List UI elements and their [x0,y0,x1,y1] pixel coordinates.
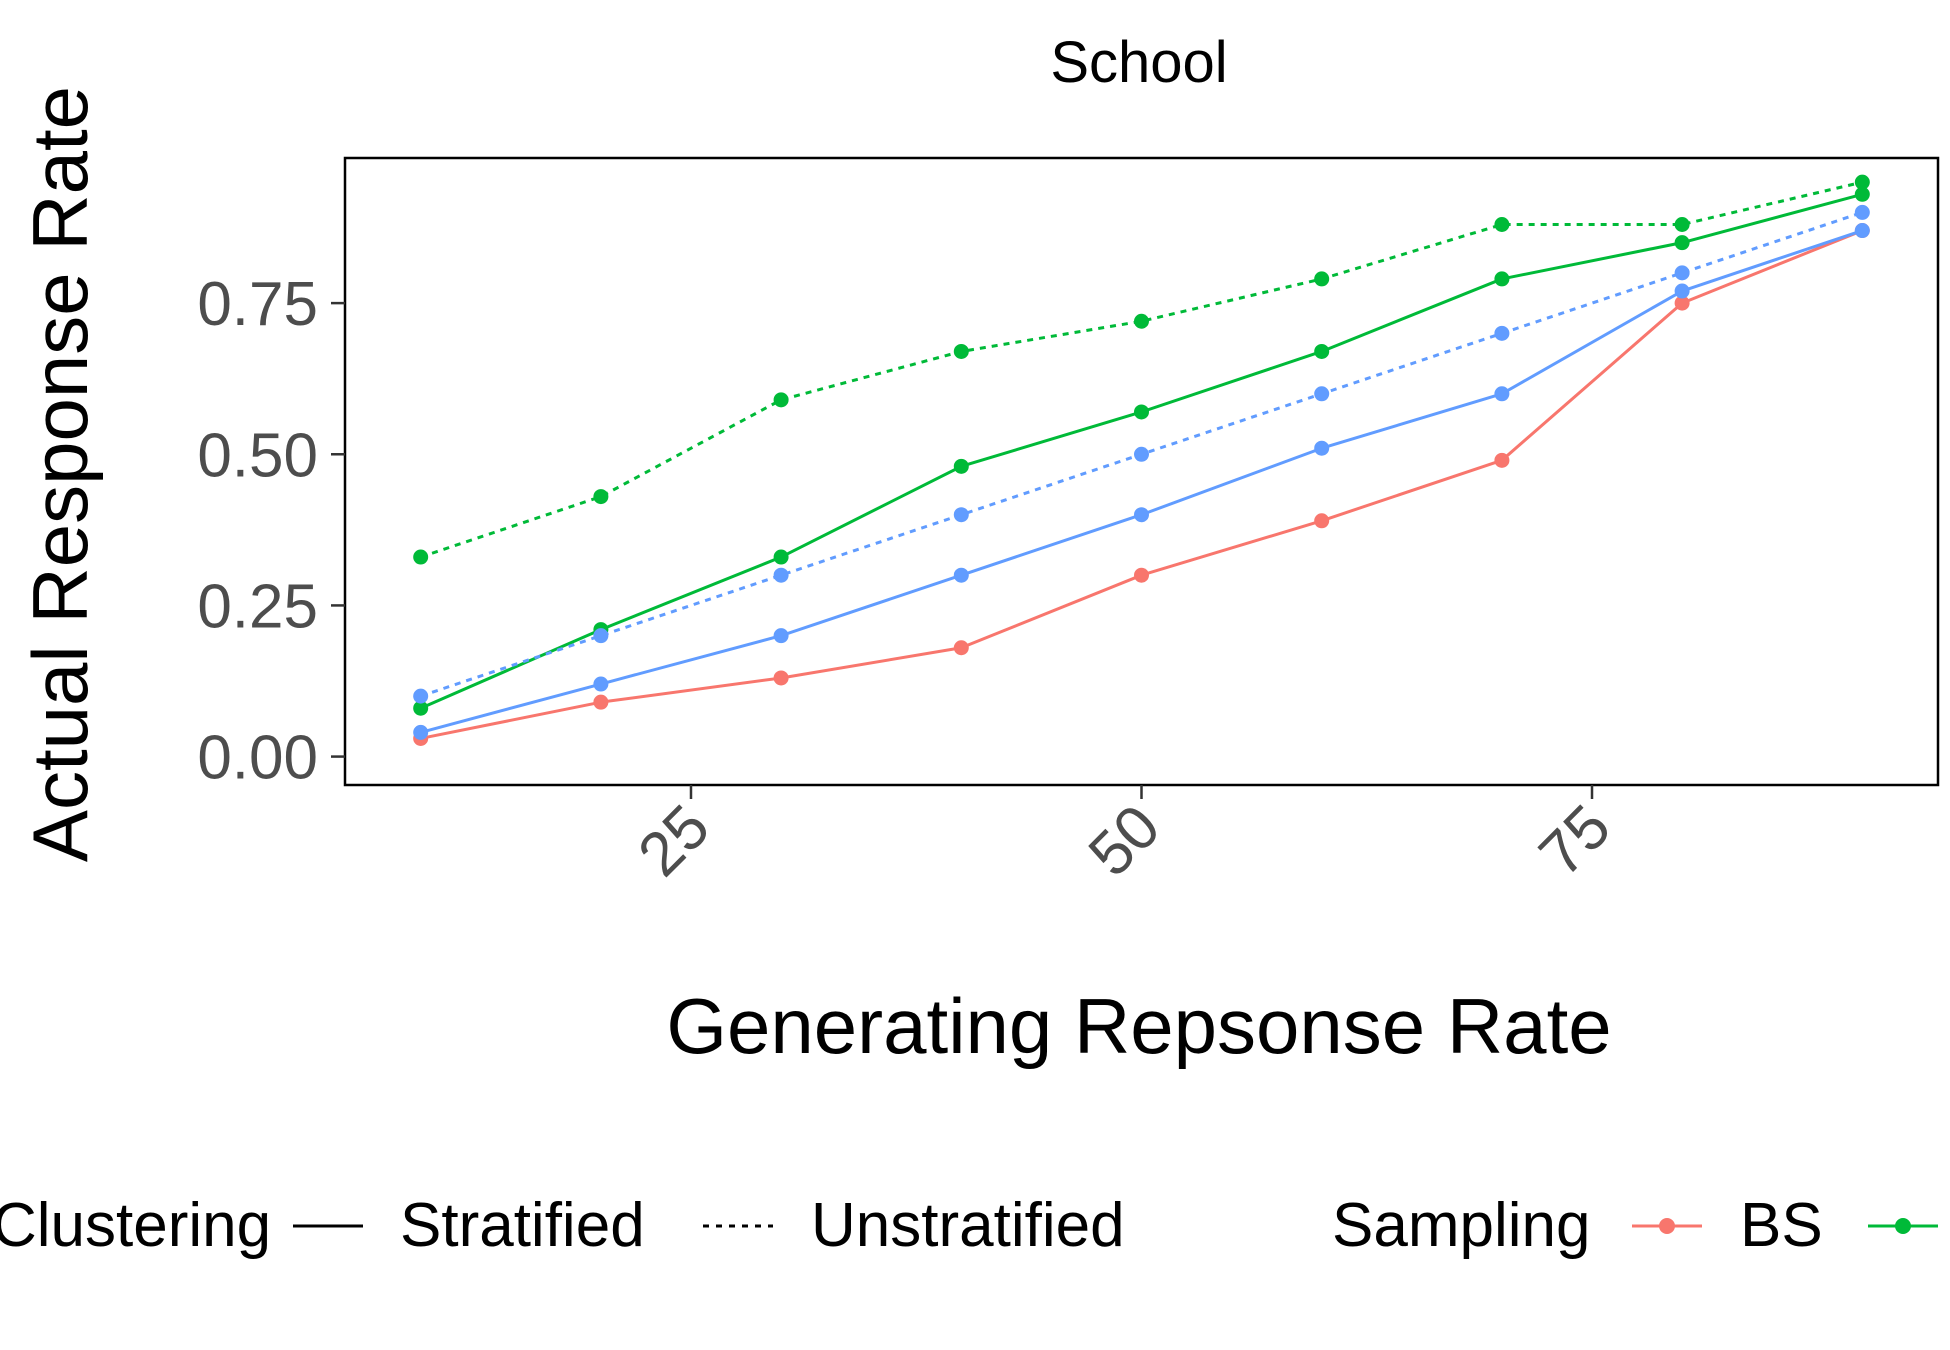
series-green-stratified [413,186,1870,716]
legend-key-green-point [1895,1218,1911,1234]
series-layer [413,174,1870,746]
data-point [593,676,609,692]
data-point [1854,223,1870,239]
data-point [1134,446,1149,462]
data-point [1134,507,1149,523]
data-point [1674,295,1690,311]
x-axis-title: Generating Repsonse Rate [666,982,1611,1070]
x-tick-label: 75 [1526,792,1624,890]
data-point [1314,440,1330,456]
data-point [413,700,429,716]
data-point [1134,404,1149,420]
data-point [953,640,969,656]
series-green-unstratified [413,174,1870,565]
legend-item-stratified: Stratified [400,1191,645,1260]
legend-key-bs-point [1659,1218,1675,1234]
data-point [953,507,969,523]
data-point [413,724,429,740]
plot-panel [343,156,1940,787]
legend: Clustering Stratified Unstratified Sampl… [0,1191,1938,1260]
y-axis-title: Actual Response Rate [16,86,104,862]
series-blue-unstratified [413,204,1870,704]
y-tick-label: 0.75 [197,270,318,339]
data-point [773,392,789,408]
legend-item-unstratified: Unstratified [811,1191,1125,1260]
legend-item-bs: BS [1740,1191,1823,1260]
data-point [953,567,969,583]
data-point [1134,313,1149,329]
data-point [1674,217,1690,233]
data-point [593,628,609,644]
x-axis: 25 50 75 [625,785,1624,890]
data-point [953,343,969,359]
data-point [413,688,429,704]
data-point [1494,271,1510,287]
y-tick-label: 0.00 [197,724,318,793]
series-blue-stratified [413,223,1870,740]
data-point [773,628,789,644]
data-point [773,549,789,565]
data-point [1494,217,1510,233]
data-point [1674,235,1690,251]
data-point [1134,567,1149,583]
data-point [1314,343,1330,359]
y-tick-label: 0.50 [197,421,318,490]
data-point [593,489,609,505]
y-axis: 0.00 0.25 0.50 0.75 [197,270,345,793]
data-point [953,458,969,474]
data-point [1494,386,1510,402]
data-point [593,694,609,710]
y-tick-label: 0.25 [197,572,318,641]
data-point [1674,283,1690,299]
data-point [1494,325,1510,341]
x-tick-label: 50 [1076,792,1174,890]
x-tick-label: 25 [625,792,723,890]
data-point [1314,513,1330,529]
data-point [1314,386,1330,402]
data-point [1854,174,1870,190]
data-point [1854,204,1870,220]
data-point [1854,186,1870,202]
data-point [413,549,429,565]
chart-title: School [1050,30,1227,95]
legend-clustering-title: Clustering [0,1191,271,1260]
data-point [1674,265,1690,281]
data-point [773,670,789,686]
legend-sampling-title: Sampling [1332,1191,1590,1260]
data-point [1314,271,1330,287]
data-point [1494,452,1510,468]
data-point [773,567,789,583]
